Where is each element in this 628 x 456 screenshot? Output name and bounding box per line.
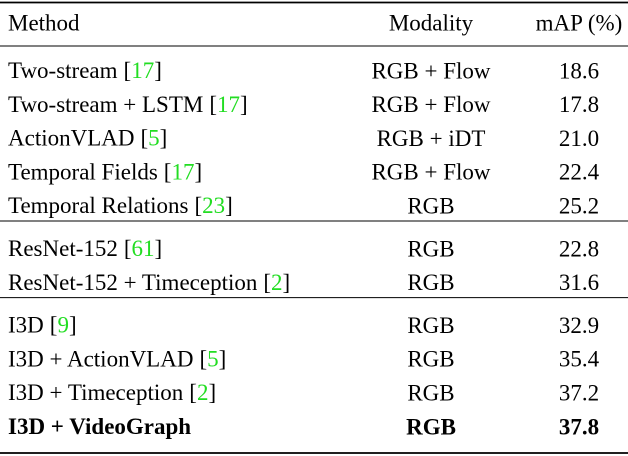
map-cell: 37.8	[559, 414, 599, 439]
header-cell: Modality	[389, 10, 474, 35]
cite-open: [	[124, 236, 132, 261]
cite-number: 9	[57, 313, 69, 338]
cite-open: [	[189, 380, 197, 405]
header-cell: Method	[8, 10, 80, 35]
method-name: ResNet-152 + Timeception	[8, 270, 258, 295]
method-cell: ResNet-152 [61]	[8, 236, 162, 261]
modality-cell: RGB	[407, 313, 454, 338]
cite-number: 17	[217, 92, 240, 117]
cite-close: ]	[283, 270, 291, 295]
map-cell: 22.4	[559, 160, 600, 185]
cite-number: 2	[197, 380, 209, 405]
modality-cell: RGB + iDT	[377, 126, 486, 151]
cite-close: ]	[225, 193, 233, 218]
map-cell: 18.6	[559, 58, 599, 83]
method-name: I3D + VideoGraph	[8, 414, 191, 439]
cite-close: ]	[160, 126, 168, 151]
cite-close: ]	[69, 313, 77, 338]
map-cell: 32.9	[559, 313, 599, 338]
cite-number: 5	[207, 347, 219, 372]
cite-open: [	[209, 92, 217, 117]
modality-cell: RGB + Flow	[371, 92, 490, 117]
cite-number: 17	[171, 160, 194, 185]
header-cell: mAP (%)	[536, 10, 623, 35]
cite-close: ]	[155, 236, 163, 261]
method-name: Two-stream	[8, 58, 118, 83]
method-cell: Two-stream [17]	[8, 58, 162, 83]
map-cell: 35.4	[559, 347, 600, 372]
cite-open: [	[199, 347, 207, 372]
map-cell: 21.0	[559, 126, 599, 151]
method-cell: Temporal Fields [17]	[8, 160, 202, 185]
cite-open: [	[124, 58, 132, 83]
map-cell: 37.2	[559, 380, 599, 405]
method-name: ActionVLAD	[8, 126, 134, 151]
method-cell: Temporal Relations [23]	[8, 193, 233, 218]
method-name: I3D + ActionVLAD	[8, 347, 193, 372]
method-cell: ResNet-152 + Timeception [2]	[8, 270, 290, 295]
map-cell: 31.6	[559, 270, 599, 295]
method-cell: I3D + VideoGraph	[8, 414, 191, 439]
cite-open: [	[194, 193, 202, 218]
method-name: I3D	[8, 313, 44, 338]
cite-number: 5	[148, 126, 160, 151]
cite-number: 23	[202, 193, 225, 218]
modality-cell: RGB	[407, 347, 454, 372]
cite-close: ]	[194, 160, 202, 185]
method-name: Temporal Fields	[8, 160, 158, 185]
cite-close: ]	[219, 347, 227, 372]
modality-cell: RGB	[406, 414, 456, 439]
method-name: ResNet-152	[8, 236, 118, 261]
method-cell: I3D + ActionVLAD [5]	[8, 347, 226, 372]
method-cell: Two-stream + LSTM [17]	[8, 92, 248, 117]
cite-number: 2	[271, 270, 283, 295]
cite-open: [	[50, 313, 58, 338]
map-cell: 22.8	[559, 236, 599, 261]
map-cell: 17.8	[559, 92, 599, 117]
method-name: I3D + Timeception	[8, 380, 184, 405]
method-name: Temporal Relations	[8, 193, 188, 218]
method-cell: I3D + Timeception [2]	[8, 380, 216, 405]
modality-cell: RGB	[407, 193, 454, 218]
cite-close: ]	[240, 92, 248, 117]
modality-cell: RGB	[407, 236, 454, 261]
method-cell: ActionVLAD [5]	[8, 126, 167, 151]
modality-cell: RGB + Flow	[371, 58, 490, 83]
modality-cell: RGB + Flow	[371, 160, 490, 185]
cite-number: 61	[132, 236, 155, 261]
method-name: Two-stream + LSTM	[8, 92, 203, 117]
map-cell: 25.2	[559, 193, 599, 218]
cite-close: ]	[208, 380, 216, 405]
cite-open: [	[263, 270, 271, 295]
cite-close: ]	[154, 58, 162, 83]
cite-open: [	[164, 160, 172, 185]
modality-cell: RGB	[407, 270, 454, 295]
method-cell: I3D [9]	[8, 313, 77, 338]
modality-cell: RGB	[407, 380, 454, 405]
cite-open: [	[140, 126, 148, 151]
cite-number: 17	[131, 58, 154, 83]
